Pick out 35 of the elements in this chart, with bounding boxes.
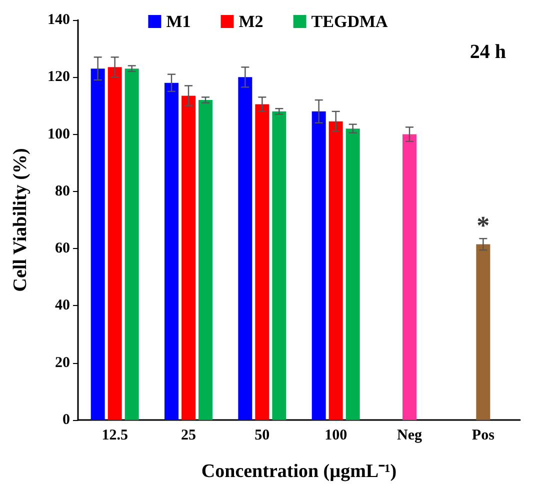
bar (90, 68, 105, 420)
bar (346, 128, 360, 420)
bar (124, 68, 139, 420)
x-tick-label: Neg (397, 428, 422, 444)
bar (402, 134, 416, 420)
bar (328, 121, 343, 420)
y-axis-title: Cell Viability (%) (10, 148, 31, 292)
y-tick-label: 40 (55, 298, 70, 314)
annotation: * (476, 211, 490, 240)
y-tick-label: 100 (48, 126, 70, 142)
y-tick-label: 0 (62, 412, 70, 428)
x-tick-label: 12.5 (102, 428, 128, 444)
legend-label: TEGDMA (311, 12, 389, 31)
bar (312, 111, 326, 420)
x-tick-label: 100 (324, 428, 348, 444)
bar (108, 67, 122, 420)
legend-label: M1 (166, 12, 191, 31)
x-tick-label: 50 (254, 428, 270, 444)
bar (198, 100, 212, 420)
legend-label: M2 (238, 12, 264, 31)
y-tick-label: 60 (55, 240, 70, 257)
y-tick-label: 80 (55, 183, 70, 200)
bar (272, 111, 286, 420)
bar (182, 96, 196, 420)
x-axis-title: Concentration (µgmL⁻¹) (201, 461, 397, 482)
bar (164, 82, 178, 420)
x-tick-label: 25 (181, 428, 196, 444)
y-tick-label: 20 (55, 354, 70, 371)
annotation: 24 h (470, 41, 506, 63)
y-tick-label: 140 (48, 12, 70, 28)
bar (238, 77, 252, 420)
x-tick-label: Pos (472, 428, 495, 444)
bar (255, 104, 270, 420)
y-tick-label: 120 (48, 69, 70, 86)
bar (476, 244, 490, 420)
